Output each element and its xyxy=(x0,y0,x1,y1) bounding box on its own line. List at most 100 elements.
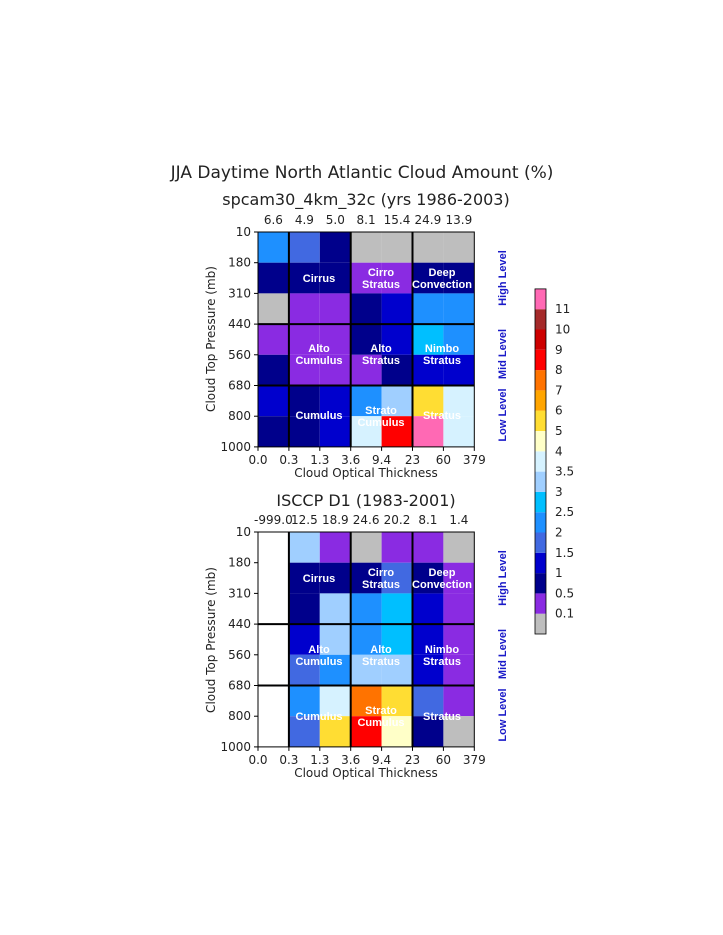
heatmap-cell xyxy=(350,416,382,447)
label-stratus: Stratus xyxy=(423,410,461,422)
label-cirrus: Cirrus xyxy=(303,273,335,285)
heatmap-cell xyxy=(381,416,413,447)
column-total: 1.4 xyxy=(449,513,468,527)
x-tick-label: 1.3 xyxy=(310,453,329,467)
column-total: 8.1 xyxy=(357,213,376,227)
colorbar-label: 3 xyxy=(555,485,563,499)
heatmap-cell xyxy=(288,624,320,655)
colorbar-swatch xyxy=(535,593,546,614)
heatmap-cell xyxy=(258,293,289,325)
colorbar-swatch xyxy=(535,491,546,513)
heatmap-cell xyxy=(443,385,475,417)
heatmap-cell xyxy=(288,593,320,625)
panel-2: ISCCP D1 (1983-2001) -999.012.5 18.9 24.6 2… xyxy=(204,491,509,780)
colorbar-label: 1 xyxy=(555,566,563,580)
label-alto-stratus: Alto Stratus xyxy=(362,343,400,367)
colorbar-label: 9 xyxy=(555,343,563,357)
heatmap-cell xyxy=(443,262,475,294)
panel-1-cells xyxy=(258,232,475,447)
x-tick-label: 0.0 xyxy=(248,453,267,467)
heatmap-cell xyxy=(319,624,351,655)
heatmap-cell xyxy=(350,354,382,386)
heatmap-cell xyxy=(381,562,413,594)
heatmap-cell xyxy=(258,354,289,386)
colorbar-label: 2 xyxy=(555,526,563,540)
heatmap-cell xyxy=(288,716,320,747)
heatmap-cell xyxy=(412,232,444,263)
colorbar-label: 0.5 xyxy=(555,586,574,600)
colorbar-label: 5 xyxy=(555,424,563,438)
panel-1-grid-lines xyxy=(257,231,475,448)
colorbar-label: 3.5 xyxy=(555,465,574,479)
x-tick-label: 0.0 xyxy=(248,753,267,767)
panel-2-cloud-labels: Cirrus Cirro Stratus Deep Convection Alto C… xyxy=(295,567,472,729)
heatmap-cell xyxy=(412,562,444,594)
heatmap-cell xyxy=(443,654,475,686)
heatmap-cell xyxy=(319,416,351,447)
heatmap-cell xyxy=(443,716,475,747)
colorbar-swatch xyxy=(535,512,546,533)
heatmap-cell xyxy=(319,716,351,747)
colorbar-swatch xyxy=(535,471,546,492)
y-tick-label: 180 xyxy=(228,556,251,570)
y-tick-label: 10 xyxy=(236,525,251,539)
column-total: 24.9 xyxy=(415,213,442,227)
heatmap-cell xyxy=(319,562,351,594)
panel-1-column-totals: 6.6 4.9 5.0 8.1 15.4 24.9 13.9 xyxy=(264,213,472,227)
heatmap-cell xyxy=(381,385,413,417)
level-high: High Level xyxy=(497,250,509,306)
heatmap-cell xyxy=(381,624,413,655)
heatmap-cell xyxy=(288,562,320,594)
heatmap-cell xyxy=(288,293,320,325)
colorbar-swatch xyxy=(535,410,546,431)
colorbar-label: 6 xyxy=(555,404,563,418)
heatmap-cell xyxy=(288,232,320,263)
figure-title: JJA Daytime North Atlantic Cloud Amount … xyxy=(170,163,554,183)
heatmap-cell xyxy=(319,532,351,563)
y-tick-label: 1000 xyxy=(220,440,251,454)
heatmap-cell xyxy=(412,593,444,625)
y-tick-label: 560 xyxy=(228,648,251,662)
heatmap-cell xyxy=(443,324,475,355)
level-low: Low Level xyxy=(497,388,509,441)
heatmap-cell xyxy=(319,262,351,294)
heatmap-cell xyxy=(288,385,320,417)
colorbar-swatch xyxy=(535,370,546,391)
colorbar-label: 2.5 xyxy=(555,505,574,519)
x-tick-label: 9.4 xyxy=(372,753,391,767)
heatmap-cell xyxy=(412,685,444,717)
label-cirrus-2: Cirrus xyxy=(303,573,335,585)
panel-2-cells xyxy=(258,532,475,747)
y-tick-label: 10 xyxy=(236,225,251,239)
heatmap-cell xyxy=(288,654,320,686)
column-total: 4.9 xyxy=(295,213,314,227)
colorbar-swatch xyxy=(535,390,546,411)
heatmap-cell xyxy=(412,716,444,747)
heatmap-cell xyxy=(258,716,289,747)
heatmap-cell xyxy=(258,385,289,417)
heatmap-cell xyxy=(381,262,413,294)
heatmap-cell xyxy=(258,593,289,625)
colorbar-swatch xyxy=(535,573,546,594)
y-tick-label: 680 xyxy=(228,379,251,393)
column-total: 15.4 xyxy=(384,213,411,227)
y-tick-label: 800 xyxy=(228,409,251,423)
heatmap-cell xyxy=(381,685,413,717)
heatmap-cell xyxy=(350,532,382,563)
level-mid: Mid Level xyxy=(497,329,509,379)
x-tick-label: 0.3 xyxy=(279,753,298,767)
panel-2-level-labels: High Level Mid Level Low Level xyxy=(497,550,509,741)
colorbar-swatch xyxy=(535,329,546,350)
heatmap-cell xyxy=(319,354,351,386)
heatmap-cell xyxy=(258,416,289,447)
colorbar-labels: 0.1 0.5 1 1.5 2 2.5 3 3.5 4 5 6 7 8 9 10 11 xyxy=(555,302,574,621)
panel-1-cloud-labels: Cirrus Cirro Stratus Deep Convection Alto C… xyxy=(295,267,472,429)
panel-2-ylabel: Cloud Top Pressure (mb) xyxy=(204,567,218,713)
heatmap-cell xyxy=(443,593,475,625)
heatmap-cell xyxy=(319,324,351,355)
column-total: -999.0 xyxy=(254,513,293,527)
heatmap-cell xyxy=(258,685,289,717)
colorbar-label: 8 xyxy=(555,363,563,377)
heatmap-cell xyxy=(412,262,444,294)
x-tick-label: 60 xyxy=(436,753,451,767)
